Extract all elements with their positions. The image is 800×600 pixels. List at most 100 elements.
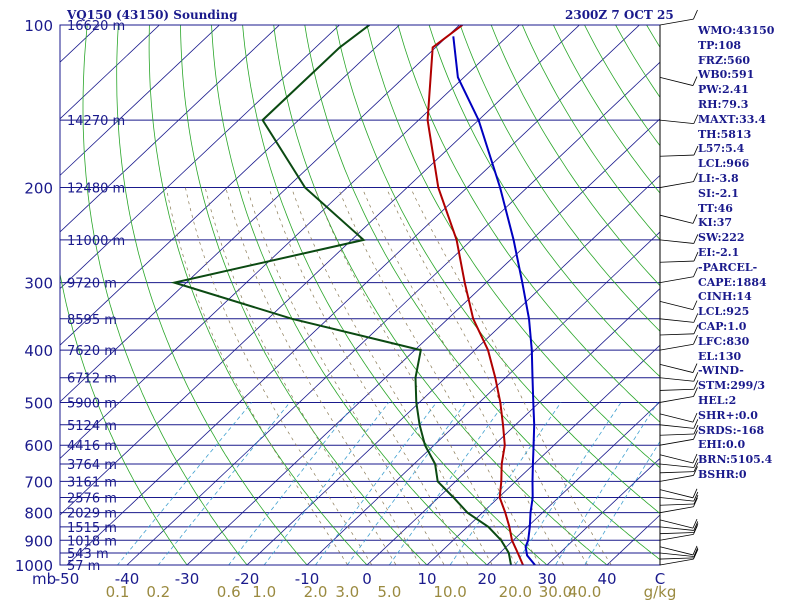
height-label: 543 m — [67, 547, 109, 562]
index-item: WMO:43150 — [698, 24, 775, 37]
wind-barb — [659, 76, 694, 86]
wind-barb — [659, 18, 694, 26]
isotherm-line — [60, 25, 220, 176]
wind-barb-flag — [693, 419, 699, 429]
wind-barb — [659, 471, 694, 474]
index-item: SHR+:0.0 — [698, 408, 758, 422]
wind-barb — [659, 438, 694, 446]
isotherm-line — [60, 25, 340, 290]
height-label: 6712 m — [67, 372, 117, 387]
plot-frame — [59, 24, 661, 566]
wind-barb-flag — [693, 114, 699, 124]
height-label: 5900 m — [67, 396, 117, 411]
wind-barb-flag — [693, 251, 699, 262]
pressure-tick-label: 900 — [24, 532, 53, 550]
wind-barb-flag — [692, 300, 698, 310]
index-item: RH:79.3 — [698, 97, 749, 111]
mixing-ratio-label: 0.2 — [146, 583, 170, 600]
wind-barb-flag — [692, 545, 698, 556]
wind-barb — [659, 557, 694, 560]
wind-barb — [659, 433, 694, 436]
dry-adiabat — [335, 25, 660, 514]
wind-barb-flag — [692, 214, 698, 224]
isotherm-line — [60, 25, 580, 516]
mixing-ratio-label: 10.0 — [433, 583, 466, 600]
dry-adiabat — [490, 25, 660, 287]
wind-barb — [659, 503, 694, 506]
index-item: LI:-3.8 — [698, 171, 739, 185]
index-item: L57:5.4 — [698, 142, 745, 156]
wind-barb — [659, 413, 694, 423]
dry-adiabat — [397, 25, 660, 423]
height-label: 5124 m — [67, 419, 117, 434]
wind-barb — [659, 552, 694, 557]
wind-barb — [659, 154, 694, 157]
wind-barb-flag — [692, 412, 698, 423]
height-label: 4416 m — [67, 439, 117, 454]
isotherm-line — [546, 457, 660, 565]
dry-adiabat — [304, 25, 660, 561]
wind-barb — [659, 119, 694, 125]
isotherm-line — [60, 25, 280, 233]
moist-adiabat — [225, 187, 421, 565]
isotherm-line — [366, 288, 660, 565]
mixing-ratio-label: 20.0 — [499, 583, 532, 600]
mixing-ratio-line — [346, 402, 467, 565]
moist-adiabat — [361, 187, 565, 565]
dry-adiabat — [242, 25, 548, 565]
index-item: SW:222 — [698, 231, 745, 245]
wind-barb-flag — [693, 430, 698, 440]
index-item: MAXT:33.4 — [698, 112, 766, 126]
dry-adiabat — [366, 25, 660, 469]
isotherm-line — [426, 344, 660, 565]
index-item: CAP:1.0 — [698, 319, 747, 333]
wind-barb — [659, 396, 694, 403]
index-item: STM:299/3 — [698, 379, 765, 393]
dry-adiabat — [180, 25, 428, 565]
moist-adiabat — [385, 187, 589, 565]
index-item: EHI:0.0 — [698, 438, 746, 452]
height-label: 12480 m — [67, 182, 125, 197]
moist-adiabat — [314, 187, 517, 565]
mixing-ratio-label: 1.0 — [252, 583, 276, 600]
mixing-ratio-label: 0.6 — [217, 583, 241, 600]
height-label: 1515 m — [67, 521, 117, 536]
wind-barb-flag — [693, 324, 699, 334]
moist-adiabat — [337, 187, 541, 565]
wind-barb-flag — [693, 380, 699, 390]
wind-barb-flag — [693, 172, 698, 182]
temperature-tick-label: 0 — [362, 570, 372, 588]
mixing-ratio-line — [315, 402, 437, 565]
index-item: KI:37 — [698, 216, 733, 230]
isotherm-line — [186, 118, 660, 565]
index-item: CAPE:1884 — [698, 275, 767, 289]
wind-barb-flag — [693, 491, 699, 502]
wind-barb-flag — [693, 335, 698, 345]
wind-barb-flag — [693, 313, 699, 323]
dry-adiabat — [211, 25, 488, 565]
wind-barb-flag — [693, 494, 699, 505]
temperature-tick-label: 10 — [417, 570, 436, 588]
wind-barb-flag — [693, 497, 698, 507]
dry-adiabat — [82, 25, 248, 565]
mixing-ratio-label: 30.0 — [539, 583, 572, 600]
mixing-ratio-line — [117, 402, 253, 565]
wind-barb — [659, 333, 694, 336]
wind-barb-flag — [693, 267, 698, 277]
wind-barb-flag — [693, 9, 698, 20]
height-label: 57 m — [67, 559, 100, 574]
index-item: -WIND- — [698, 364, 744, 378]
temperature-tick-label: -30 — [175, 570, 200, 588]
wind-barb-flag — [693, 462, 699, 472]
dry-adiabat — [148, 25, 368, 565]
isotherm-line — [126, 61, 660, 565]
height-label: 1018 m — [67, 534, 117, 549]
index-item: TH:5813 — [698, 127, 752, 141]
height-label: 3764 m — [67, 458, 117, 473]
wind-barb-flag — [693, 424, 699, 435]
temperature-tick-label: -50 — [55, 570, 80, 588]
moist-adiabat — [246, 187, 445, 565]
height-label: 2029 m — [67, 507, 117, 522]
